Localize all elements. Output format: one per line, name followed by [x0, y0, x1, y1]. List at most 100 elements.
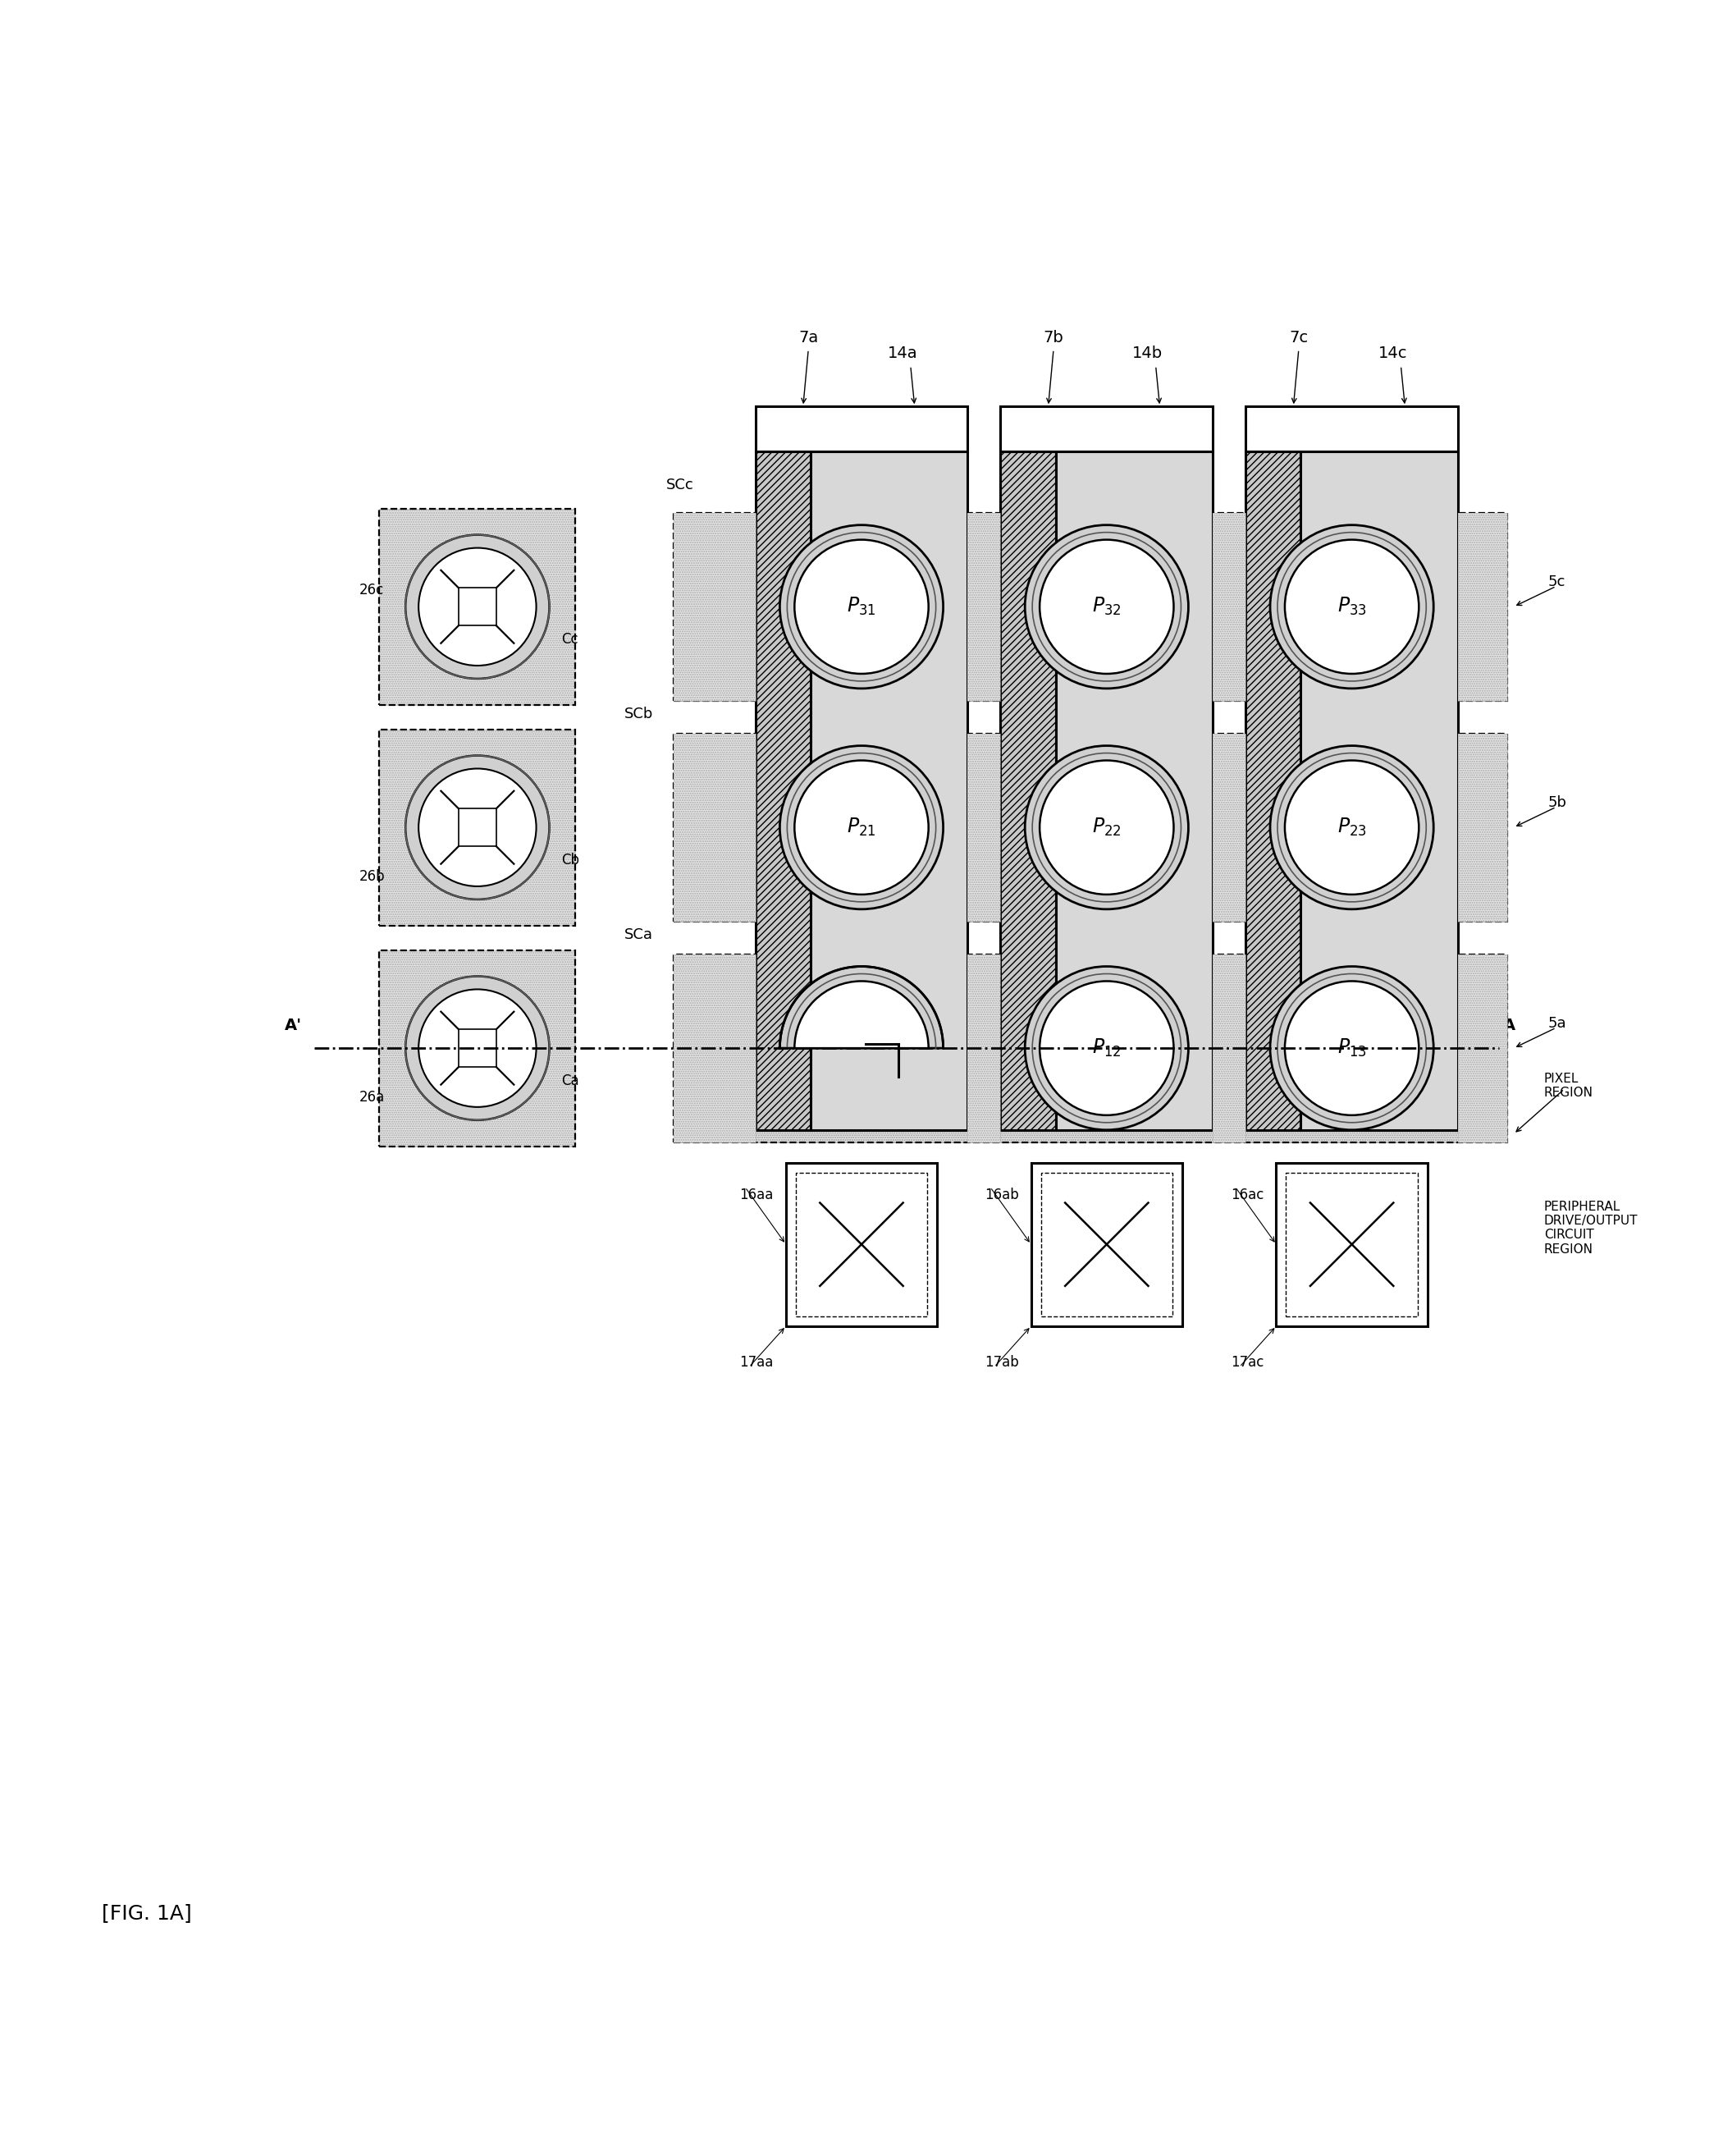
Bar — [755, 407, 968, 451]
Text: 17ac: 17ac — [1230, 1354, 1265, 1369]
Text: $P_{21}$: $P_{21}$ — [848, 817, 875, 839]
Text: PIXEL
REGION: PIXEL REGION — [1544, 1074, 1594, 1100]
Bar — [968, 733, 1001, 921]
Text: $P_{11}$: $P_{11}$ — [703, 994, 727, 1011]
Bar — [810, 451, 968, 1130]
Text: 26c: 26c — [358, 582, 384, 597]
Bar — [674, 733, 1508, 921]
Bar — [379, 951, 575, 1147]
Text: 16aa: 16aa — [739, 1188, 774, 1203]
Text: 16ac: 16ac — [1230, 1188, 1265, 1203]
Bar — [1301, 451, 1458, 1130]
Bar — [1458, 513, 1508, 701]
Text: $P_{23}$: $P_{23}$ — [1337, 817, 1366, 839]
Text: 14b: 14b — [1132, 345, 1163, 362]
Wedge shape — [794, 981, 929, 1048]
Text: 7c: 7c — [1289, 330, 1308, 345]
Bar — [1277, 1162, 1427, 1326]
Circle shape — [781, 746, 942, 910]
Text: 26b: 26b — [358, 869, 384, 884]
Circle shape — [405, 535, 550, 679]
Text: A: A — [1502, 1018, 1516, 1033]
Bar — [1458, 733, 1508, 921]
Circle shape — [405, 755, 550, 899]
Circle shape — [1039, 761, 1173, 895]
Text: $P_{12}$: $P_{12}$ — [1092, 1037, 1122, 1059]
Text: 16ab: 16ab — [984, 1188, 1018, 1203]
Bar — [674, 733, 755, 921]
Text: [FIG. 1A]: [FIG. 1A] — [102, 1904, 191, 1923]
Text: $P_{13}$: $P_{13}$ — [1337, 1037, 1366, 1059]
Text: 17ab: 17ab — [984, 1354, 1018, 1369]
Text: PERIPHERAL
DRIVE/OUTPUT
CIRCUIT
REGION: PERIPHERAL DRIVE/OUTPUT CIRCUIT REGION — [1544, 1201, 1639, 1255]
Circle shape — [794, 761, 929, 895]
Bar — [1458, 955, 1508, 1143]
Bar — [1030, 1162, 1182, 1326]
Bar — [674, 955, 1508, 1143]
Bar — [674, 955, 1508, 1143]
Bar — [968, 513, 1001, 701]
Bar — [1458, 955, 1508, 1143]
Bar — [674, 955, 1508, 1143]
Bar — [1001, 407, 1213, 451]
Text: 5a: 5a — [1547, 1015, 1566, 1031]
Circle shape — [1270, 746, 1434, 910]
Bar — [674, 955, 755, 1143]
Bar — [379, 729, 575, 925]
Bar — [458, 808, 496, 847]
Circle shape — [419, 990, 536, 1106]
Bar — [796, 1173, 927, 1317]
Bar — [379, 509, 575, 705]
Bar — [1213, 733, 1246, 921]
Bar — [674, 513, 755, 701]
Text: 5c: 5c — [1547, 576, 1566, 589]
Text: Cb: Cb — [562, 854, 579, 867]
Text: SCb: SCb — [624, 707, 653, 722]
Bar — [1213, 513, 1246, 701]
Bar — [1041, 1173, 1172, 1317]
Circle shape — [794, 539, 929, 675]
Circle shape — [405, 977, 550, 1121]
Text: Cc: Cc — [562, 632, 579, 647]
Bar — [674, 513, 1508, 701]
Bar — [1213, 955, 1246, 1143]
Bar — [674, 513, 1508, 701]
Text: 14c: 14c — [1378, 345, 1408, 362]
Circle shape — [1039, 981, 1173, 1115]
Bar — [379, 951, 575, 1147]
Bar — [674, 733, 755, 921]
Circle shape — [1285, 761, 1418, 895]
Bar — [968, 955, 1001, 1143]
Bar — [1285, 1173, 1418, 1317]
Bar — [1246, 451, 1301, 1130]
Bar — [674, 513, 1508, 701]
Bar — [458, 589, 496, 625]
Circle shape — [781, 526, 942, 688]
Bar — [1246, 407, 1458, 451]
Bar — [968, 733, 1001, 921]
Text: A': A' — [284, 1018, 302, 1033]
Bar — [1458, 513, 1508, 701]
Text: Ca: Ca — [562, 1074, 579, 1089]
Bar — [674, 733, 1508, 921]
Bar — [968, 513, 1001, 701]
Text: $P_{22}$: $P_{22}$ — [1092, 817, 1122, 839]
Bar — [379, 509, 575, 705]
Text: SCc: SCc — [667, 476, 694, 492]
Text: 14a: 14a — [887, 345, 917, 362]
Bar — [1213, 955, 1246, 1143]
Text: $P_{31}$: $P_{31}$ — [848, 595, 875, 617]
Bar — [674, 955, 755, 1143]
Text: 26a: 26a — [358, 1089, 384, 1104]
Bar — [379, 509, 575, 705]
Circle shape — [419, 768, 536, 886]
Bar — [379, 951, 575, 1147]
Circle shape — [1285, 981, 1418, 1115]
Bar — [458, 1028, 496, 1067]
Circle shape — [419, 548, 536, 666]
Text: $P_{33}$: $P_{33}$ — [1337, 595, 1366, 617]
Text: SCa: SCa — [624, 927, 653, 942]
Bar — [1458, 733, 1508, 921]
Text: 17aa: 17aa — [739, 1354, 774, 1369]
Circle shape — [1039, 539, 1173, 675]
